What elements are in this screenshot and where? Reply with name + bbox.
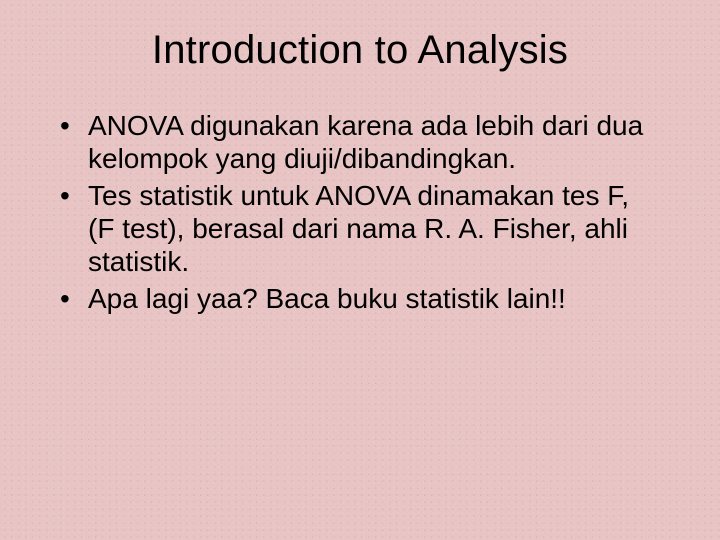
bullet-item: Apa lagi yaa? Baca buku statistik lain!! [56,282,662,315]
bullet-text: Tes statistik untuk ANOVA dinamakan tes … [88,180,629,277]
slide-title: Introduction to Analysis [48,28,672,73]
bullet-text: Apa lagi yaa? Baca buku statistik lain!! [88,283,566,314]
bullet-list: ANOVA digunakan karena ada lebih dari du… [48,109,672,315]
bullet-item: ANOVA digunakan karena ada lebih dari du… [56,109,662,175]
slide-container: Introduction to Analysis ANOVA digunakan… [0,0,720,540]
bullet-text: ANOVA digunakan karena ada lebih dari du… [88,110,643,174]
bullet-item: Tes statistik untuk ANOVA dinamakan tes … [56,179,662,278]
